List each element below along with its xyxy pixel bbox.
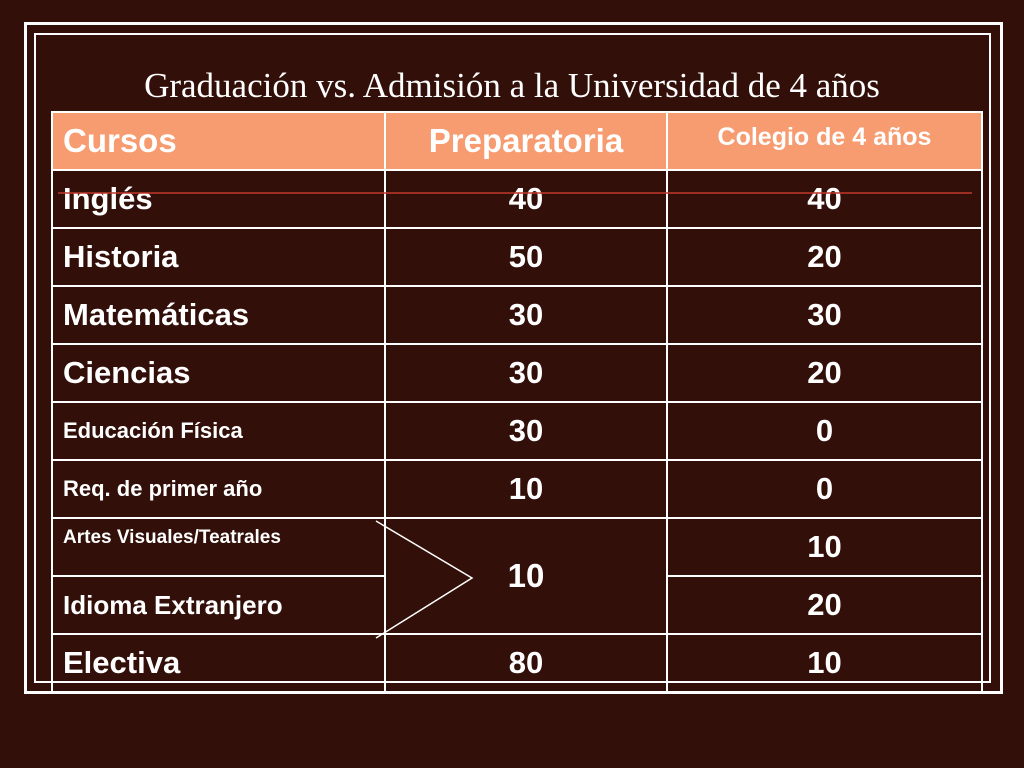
high-school-credits: 80 <box>384 633 668 693</box>
course-name: Req. de primer año <box>51 459 386 519</box>
table-row: Artes Visuales/Teatrales 10 10 <box>51 517 983 635</box>
high-school-credits: 30 <box>384 401 668 461</box>
college-credits: 0 <box>666 401 983 461</box>
header-high-school: Preparatoria <box>384 111 668 171</box>
table-row: Inglés 40 40 <box>51 169 983 229</box>
header-course: Cursos <box>51 111 386 171</box>
course-name: Matemáticas <box>51 285 386 345</box>
courses-table: Cursos Preparatoria Colegio de 4 años In… <box>51 111 983 693</box>
college-credits: 30 <box>666 285 983 345</box>
college-credits: 10 <box>666 633 983 693</box>
course-name: Artes Visuales/Teatrales <box>51 517 386 577</box>
header-college: Colegio de 4 años <box>666 111 983 171</box>
course-name: Historia <box>51 227 386 287</box>
table-row: Historia 50 20 <box>51 227 983 287</box>
course-name: Inglés <box>51 169 386 229</box>
high-school-credits: 50 <box>384 227 668 287</box>
course-name: Idioma Extranjero <box>51 575 386 635</box>
table-row: Electiva 80 10 <box>51 633 983 693</box>
college-credits: 20 <box>666 575 983 635</box>
college-credits: 10 <box>666 517 983 577</box>
high-school-credits: 40 <box>384 169 668 229</box>
high-school-credits: 10 <box>384 459 668 519</box>
outer-border <box>24 22 1003 694</box>
table-row: Matemáticas 30 30 <box>51 285 983 345</box>
course-name: Electiva <box>51 633 386 693</box>
college-credits: 0 <box>666 459 983 519</box>
table-row: Req. de primer año 10 0 <box>51 459 983 519</box>
table-row: Ciencias 30 20 <box>51 343 983 403</box>
high-school-credits-merged: 10 <box>384 517 668 635</box>
course-name: Ciencias <box>51 343 386 403</box>
page-title: Graduación vs. Admisión a la Universidad… <box>144 66 880 105</box>
table-row: Idioma Extranjero 20 <box>51 575 983 635</box>
course-name: Educación Física <box>51 401 386 461</box>
high-school-credits: 30 <box>384 343 668 403</box>
college-credits: 40 <box>666 169 983 229</box>
table-header-row: Cursos Preparatoria Colegio de 4 años <box>51 111 983 171</box>
table-row: Educación Física 30 0 <box>51 401 983 461</box>
college-credits: 20 <box>666 343 983 403</box>
college-credits: 20 <box>666 227 983 287</box>
high-school-credits: 30 <box>384 285 668 345</box>
